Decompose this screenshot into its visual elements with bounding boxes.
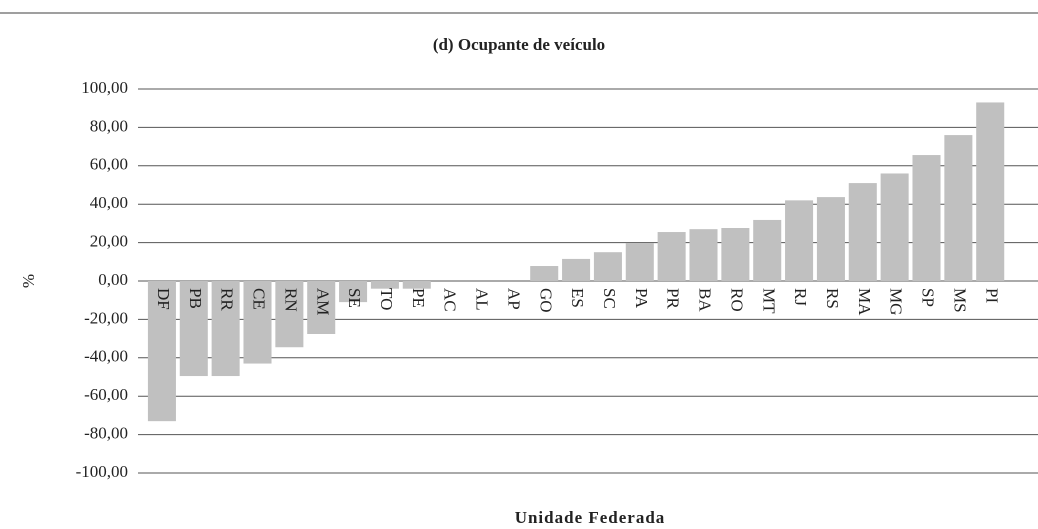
y-tick-label: -60,00 <box>84 385 128 404</box>
x-tick-label: RO <box>727 288 746 312</box>
bar <box>753 219 782 281</box>
y-tick-label: -80,00 <box>84 424 128 443</box>
bar <box>976 102 1005 281</box>
x-tick-label: AM <box>313 288 332 315</box>
x-tick-label: RS <box>823 288 842 309</box>
bar <box>370 281 399 289</box>
x-tick-label: AP <box>504 288 523 310</box>
bar <box>147 281 176 422</box>
y-tick-label: 0,00 <box>98 270 128 289</box>
bar <box>243 281 272 364</box>
y-axis-label: % <box>19 274 38 288</box>
bar <box>211 281 240 377</box>
bar <box>179 281 208 377</box>
bar <box>530 266 559 281</box>
bar <box>593 252 622 281</box>
bar <box>657 232 686 281</box>
bar <box>689 229 718 281</box>
x-tick-label: DF <box>154 288 173 310</box>
bar <box>625 242 654 281</box>
x-tick-label: AC <box>441 288 460 312</box>
x-tick-label: SP <box>919 288 938 307</box>
x-tick-label: TO <box>377 288 396 310</box>
y-tick-label: -100,00 <box>76 462 128 481</box>
x-tick-label: PE <box>409 288 428 308</box>
bar <box>912 155 941 281</box>
y-tick-label: 40,00 <box>90 193 128 212</box>
x-tick-label: PI <box>982 288 1001 303</box>
x-tick-label: RN <box>281 288 300 312</box>
bar <box>816 197 845 281</box>
y-tick-label: 60,00 <box>90 155 128 174</box>
bar <box>339 281 368 303</box>
bar <box>562 258 591 281</box>
x-tick-label: PA <box>632 288 651 309</box>
bar <box>785 200 814 281</box>
bar <box>275 281 304 348</box>
bar <box>721 228 750 281</box>
y-tick-label: 80,00 <box>90 116 128 135</box>
x-tick-label: GO <box>536 288 555 313</box>
x-tick-label: MT <box>759 288 778 314</box>
x-tick-label: SE <box>345 288 364 308</box>
bar <box>944 135 973 281</box>
chart-title: (d) Ocupante de veículo <box>433 35 605 54</box>
x-tick-label: MA <box>855 288 874 316</box>
x-tick-label: MS <box>950 288 969 313</box>
y-tick-label: 20,00 <box>90 232 128 251</box>
bar <box>307 281 336 334</box>
x-tick-label: SC <box>600 288 619 309</box>
x-tick-label: ES <box>568 288 587 308</box>
bar <box>402 281 431 289</box>
x-tick-label: MG <box>887 288 906 315</box>
y-tick-label: -40,00 <box>84 347 128 366</box>
x-tick-label: BA <box>696 288 715 312</box>
x-tick-label: RJ <box>791 288 810 306</box>
x-tick-label: CE <box>250 288 269 310</box>
x-tick-label: PB <box>186 288 205 309</box>
x-tick-label: AL <box>473 288 492 311</box>
bar <box>880 173 909 281</box>
y-tick-label: -20,00 <box>84 308 128 327</box>
bar <box>848 183 877 281</box>
y-tick-label: 100,00 <box>81 78 128 97</box>
x-tick-label: PR <box>664 288 683 309</box>
x-tick-label: RR <box>218 288 237 311</box>
x-axis-label: Unidade Federada <box>515 508 666 527</box>
